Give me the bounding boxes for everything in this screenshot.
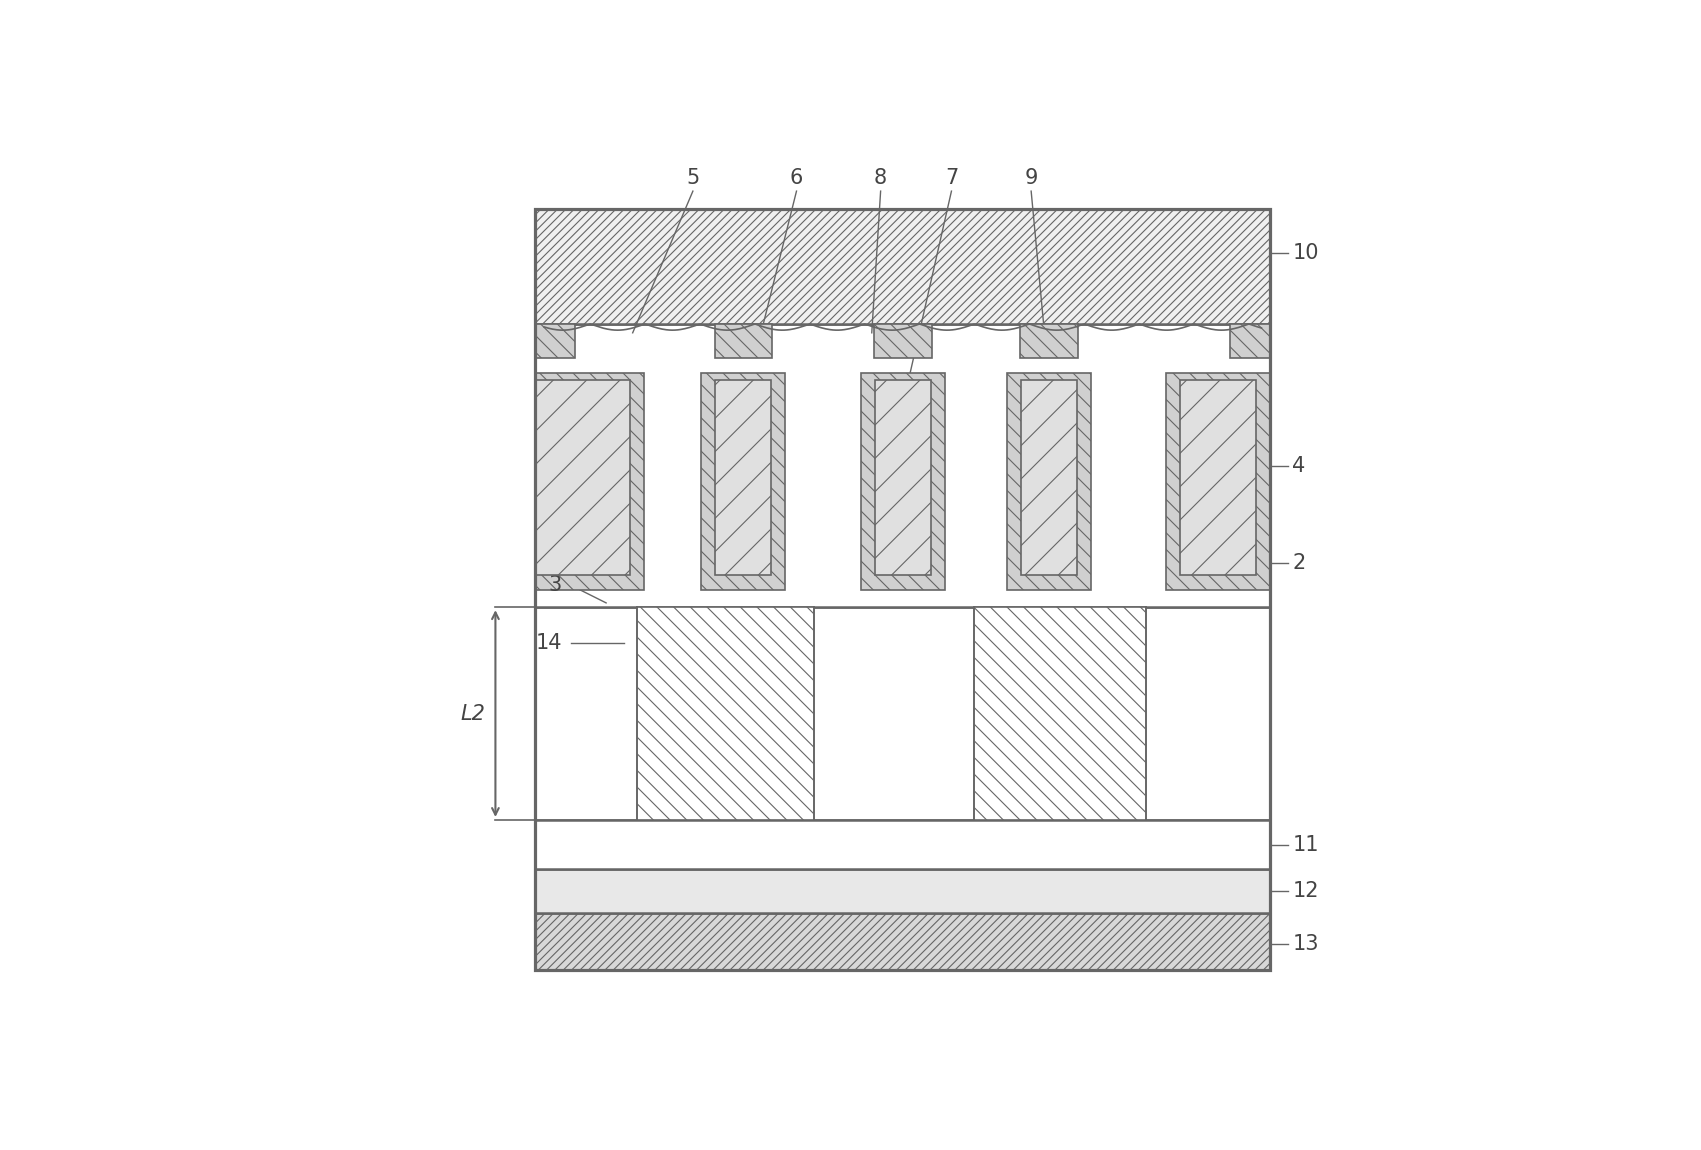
- Bar: [1230, 324, 1271, 358]
- Bar: [536, 380, 629, 575]
- Text: 3: 3: [549, 575, 561, 596]
- Bar: [536, 820, 1271, 868]
- Text: 14: 14: [536, 632, 561, 653]
- Bar: [716, 380, 771, 575]
- Bar: [536, 913, 1271, 971]
- Text: 7: 7: [944, 168, 958, 187]
- Text: 5: 5: [686, 168, 699, 187]
- Bar: [638, 607, 815, 820]
- Bar: [861, 373, 944, 590]
- Bar: [1007, 373, 1090, 590]
- Text: 6: 6: [789, 168, 803, 187]
- Text: 8: 8: [874, 168, 888, 187]
- Text: 11: 11: [1293, 835, 1318, 854]
- Text: 9: 9: [1024, 168, 1038, 187]
- Bar: [1180, 380, 1255, 575]
- Bar: [536, 324, 575, 358]
- Text: 1: 1: [566, 518, 580, 537]
- Bar: [536, 324, 1271, 607]
- Text: 10: 10: [1293, 243, 1318, 263]
- Bar: [874, 324, 932, 358]
- Bar: [536, 868, 1271, 913]
- Bar: [536, 209, 1271, 971]
- Bar: [536, 607, 1271, 820]
- Text: 4: 4: [1293, 455, 1306, 476]
- Bar: [536, 209, 1271, 324]
- Bar: [874, 380, 930, 575]
- Text: L2: L2: [461, 704, 486, 723]
- Bar: [1021, 324, 1078, 358]
- Text: 12: 12: [1293, 881, 1318, 900]
- Bar: [1021, 380, 1077, 575]
- Text: 13: 13: [1293, 934, 1318, 953]
- Bar: [973, 607, 1146, 820]
- Bar: [701, 373, 786, 590]
- Text: 2: 2: [1293, 553, 1306, 573]
- Bar: [1167, 373, 1271, 590]
- Bar: [536, 373, 643, 590]
- Bar: [714, 324, 772, 358]
